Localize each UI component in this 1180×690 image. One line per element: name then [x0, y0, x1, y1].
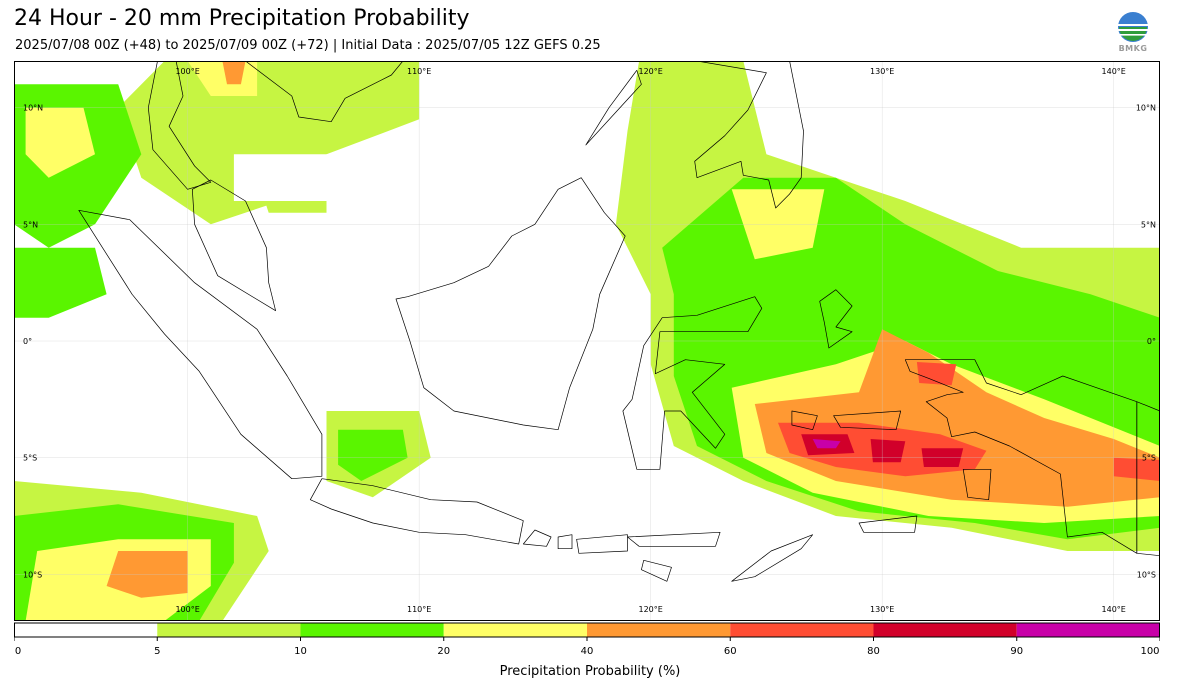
landmass-outline-7 — [627, 531, 721, 547]
colorbar-tick-label: 0 — [15, 646, 21, 657]
colorbar-swatches — [14, 622, 1160, 638]
bmkg-logo-text: BMKG — [1118, 44, 1148, 53]
colorbar-swatch-90 — [1016, 623, 1160, 637]
contour-60-5 — [222, 61, 246, 85]
lat-label-right: 5°S — [1142, 454, 1156, 463]
lon-label-bottom: 120°E — [639, 605, 663, 614]
colorbar-ticks: 0 5 10 20 40 60 80 90 100 — [14, 637, 1160, 657]
colorbar-tick-label: 60 — [724, 646, 737, 657]
colorbar-tick-label: 100 — [1140, 646, 1159, 657]
lat-label-left: 10°S — [23, 570, 42, 579]
contour-90-17 — [870, 439, 906, 463]
colorbar-swatch-40 — [587, 623, 731, 637]
map-subtitle: 2025/07/08 00Z (+48) to 2025/07/09 00Z (… — [15, 38, 601, 53]
precipitation-map: 100°E 100°E 110°E 110°E 120°E 120°E 130°E 130°E… — [14, 61, 1160, 621]
colorbar-swatch-80 — [873, 623, 1017, 637]
colorbar: 0 5 10 20 40 60 80 90 100 — [14, 622, 1160, 657]
lon-label-top: 140°E — [1102, 67, 1126, 76]
landmass-outline-13 — [791, 410, 818, 431]
colorbar-swatch-60 — [730, 623, 874, 637]
colorbar-tick-label: 5 — [154, 646, 160, 657]
landmass-outline-5 — [557, 534, 573, 550]
landmass-outline-16 — [1136, 401, 1160, 557]
landmass-outline-15 — [904, 359, 1138, 554]
landmass-outline-0 — [78, 209, 323, 480]
contour-10-1 — [118, 61, 420, 225]
landmass-outline-21 — [858, 515, 918, 533]
colorbar-tick-label: 10 — [294, 646, 307, 657]
colorbar-label: Precipitation Probability (%) — [499, 664, 681, 679]
contour-40-3 — [25, 107, 96, 178]
landmass-outline-14 — [833, 410, 902, 431]
colorbar-tick-label: 80 — [867, 646, 880, 657]
colorbar-swatch-10 — [300, 623, 444, 637]
landmass-outline-22 — [962, 468, 992, 501]
colorbar-swatch-20 — [443, 623, 587, 637]
contour-100-19 — [812, 439, 841, 449]
lon-label-bottom: 140°E — [1102, 605, 1126, 614]
lon-label-top: 110°E — [407, 67, 431, 76]
landmass-outline-18 — [694, 61, 804, 209]
lat-label-left: 5°S — [23, 454, 37, 463]
landmass-outline-12 — [819, 289, 853, 349]
landmass-outline-11 — [622, 296, 763, 470]
landmass-outline-20 — [245, 61, 404, 123]
lon-label-bottom: 100°E — [175, 605, 199, 614]
landmass-outline-8 — [641, 559, 672, 582]
landmass-outline-4 — [522, 529, 552, 547]
lat-label-left: 10°N — [23, 104, 43, 113]
lon-label-top: 120°E — [639, 67, 663, 76]
lon-label-top: 130°E — [870, 67, 894, 76]
lat-label-right: 10°S — [1137, 570, 1156, 579]
landmass-outline-9 — [731, 534, 814, 582]
colorbar-swatch-5 — [157, 623, 301, 637]
graticule — [14, 61, 1160, 621]
lon-label-top: 100°E — [175, 67, 199, 76]
coordinate-labels: 100°E 100°E 110°E 110°E 120°E 120°E 130°E 130°E… — [23, 67, 1156, 614]
lon-label-bottom: 130°E — [870, 605, 894, 614]
landmass-outline-2 — [147, 61, 212, 190]
landmass-outline-19 — [585, 69, 642, 146]
landmass-outline-3 — [309, 478, 524, 545]
bmkg-logo-icon — [1118, 12, 1148, 42]
colorbar-tick-label: 90 — [1010, 646, 1023, 657]
lat-label-left: 5°N — [23, 220, 38, 229]
contour-5-28 — [233, 154, 350, 201]
lat-label-right: 5°N — [1141, 220, 1156, 229]
colorbar-tick-label: 20 — [437, 646, 450, 657]
lat-label-right: 10°N — [1136, 104, 1156, 113]
landmass-outline-6 — [576, 534, 628, 554]
contour-20-6 — [14, 247, 107, 318]
coastlines — [78, 61, 1160, 582]
colorbar-swatch-0 — [14, 623, 158, 637]
map-title: 24 Hour - 20 mm Precipitation Probabilit… — [14, 6, 470, 31]
contour-20-26 — [338, 429, 408, 481]
lon-label-bottom: 110°E — [407, 605, 431, 614]
colorbar-tick-label: 40 — [581, 646, 594, 657]
landmass-outline-1 — [191, 179, 276, 312]
lat-label-left: 0° — [23, 337, 32, 346]
landmass-outline-10 — [395, 177, 626, 431]
contour-80-15 — [916, 362, 957, 386]
lat-label-right: 0° — [1147, 337, 1156, 346]
